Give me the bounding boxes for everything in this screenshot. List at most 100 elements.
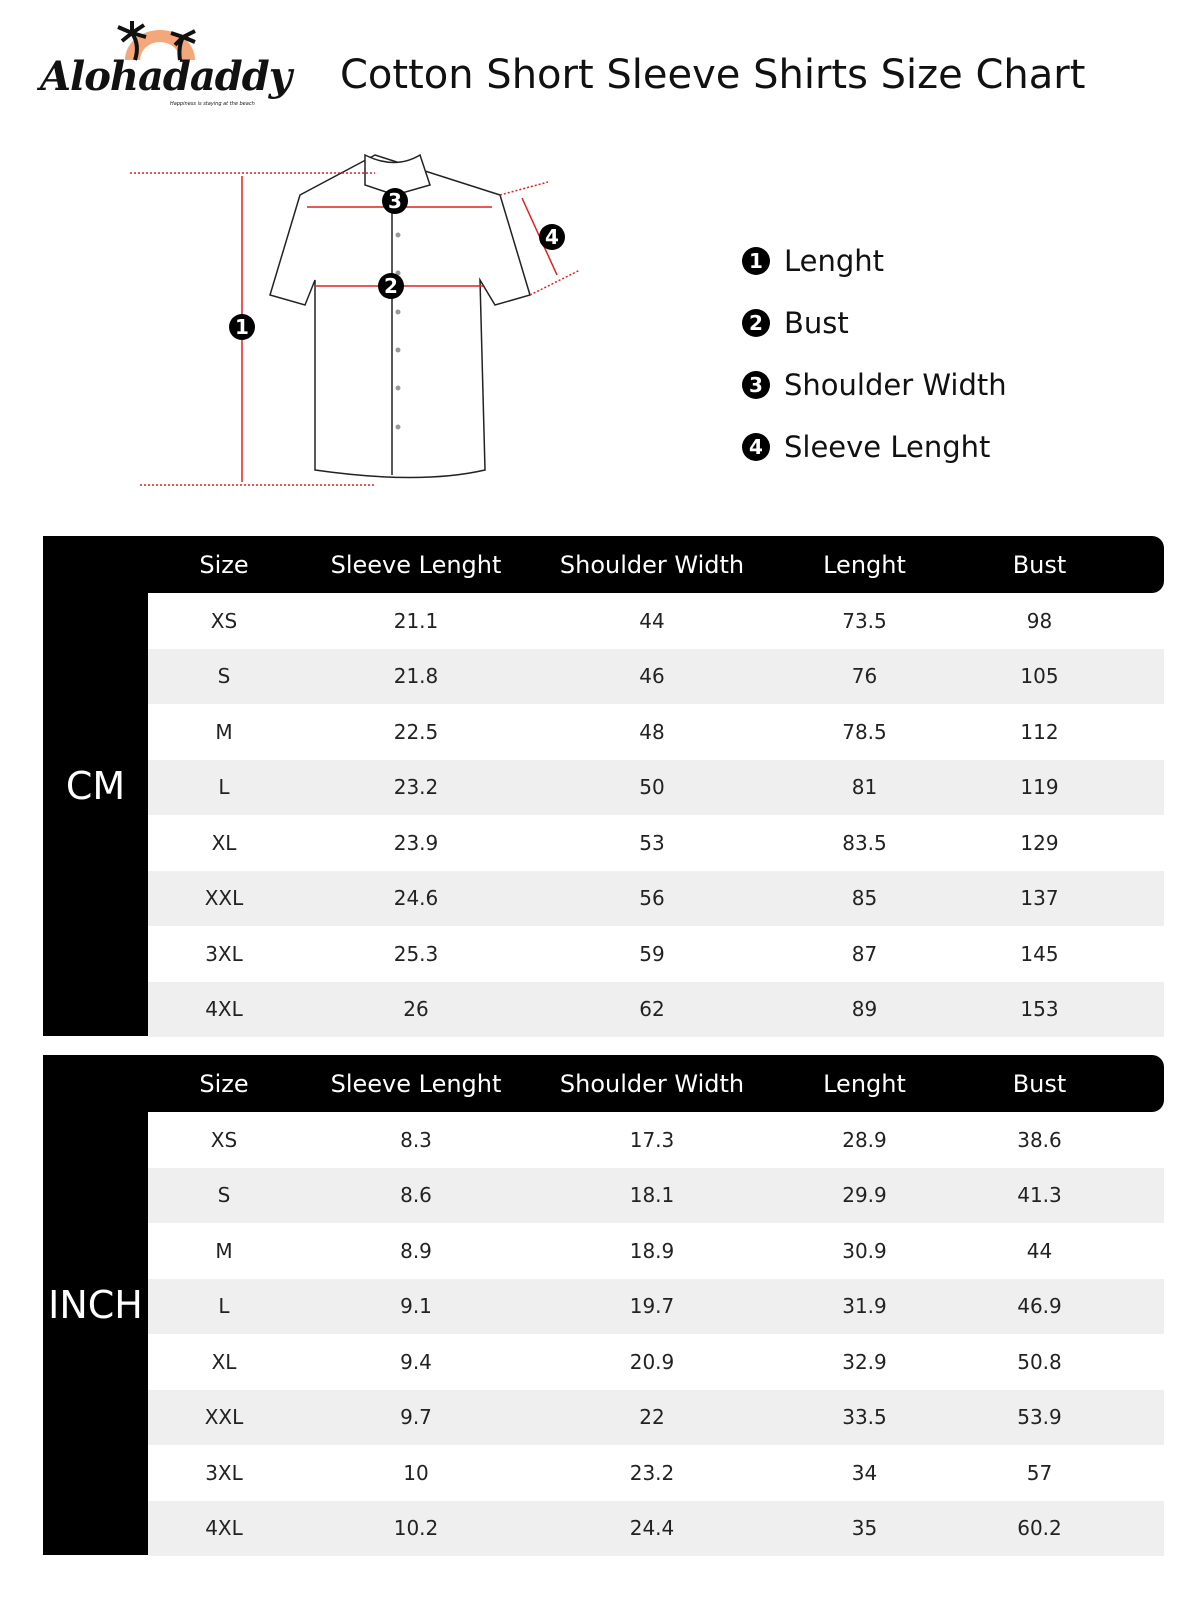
- table-row: XXL 24.6 56 85 137: [148, 870, 1164, 926]
- table-cell: 35: [851, 1516, 878, 1541]
- table-cell: 85: [851, 886, 878, 911]
- table-cell: 9.4: [400, 1349, 432, 1374]
- table-cell: 24.4: [629, 1516, 675, 1541]
- table-row: 4XL 10.2 24.4 35 60.2: [148, 1500, 1164, 1556]
- table-cell: 18.1: [629, 1183, 675, 1208]
- table-cell: 119: [1020, 775, 1059, 800]
- table-cell: 20.9: [629, 1349, 675, 1374]
- table-cell: XS: [210, 608, 238, 633]
- table-row: 4XL 26 62 89 153: [148, 981, 1164, 1037]
- table-header: Size Sleeve Lenght Shoulder Width Lenght Bus…: [43, 1055, 1164, 1112]
- shirt-diagram: 1 2 3 4: [130, 153, 581, 486]
- palm-sunset-icon: [117, 21, 196, 61]
- table-cell: 53.9: [1017, 1405, 1062, 1430]
- table-cell: 50.8: [1017, 1349, 1062, 1374]
- table-cell: XL: [211, 1349, 237, 1374]
- table-cell: 105: [1020, 664, 1059, 689]
- table-cell: 87: [851, 941, 878, 966]
- column-header: Sleeve Lenght: [330, 1069, 502, 1098]
- table-cell: 153: [1020, 997, 1059, 1022]
- table-cell: 129: [1020, 830, 1059, 855]
- unit-label: INCH: [43, 1055, 148, 1555]
- table-cell: 23.2: [393, 775, 439, 800]
- unit-label: CM: [43, 536, 148, 1036]
- brand-logo: Alohadaddy Happiness is staying at the b…: [40, 15, 292, 115]
- table-cell: 112: [1020, 719, 1059, 744]
- table-cell: 62: [639, 997, 665, 1022]
- table-cell: S: [217, 1183, 231, 1208]
- table-cell: 50: [639, 775, 665, 800]
- table-row: XL 9.4 20.9 32.9 50.8: [148, 1334, 1164, 1390]
- table-cell: 8.3: [400, 1127, 432, 1152]
- table-cell: 38.6: [1017, 1127, 1062, 1152]
- table-cell: XL: [211, 830, 237, 855]
- table-cell: 24.6: [393, 886, 439, 911]
- table-row: XXL 9.7 22 33.5 53.9: [148, 1389, 1164, 1445]
- table-cell: 9.7: [400, 1405, 432, 1430]
- table-cell: 57: [1026, 1460, 1053, 1485]
- table-cell: 9.1: [400, 1294, 432, 1319]
- table-cell: XXL: [204, 886, 244, 911]
- table-cell: 4XL: [205, 997, 243, 1022]
- table-row: S 8.6 18.1 29.9 41.3: [148, 1167, 1164, 1223]
- column-header: Shoulder Width: [559, 550, 745, 579]
- page-title: Cotton Short Sleeve Shirts Size Chart: [340, 52, 1086, 98]
- table-cell: 8.9: [400, 1238, 432, 1263]
- table-cell: 18.9: [629, 1238, 675, 1263]
- table-cell: L: [218, 775, 230, 800]
- table-cell: 83.5: [842, 830, 887, 855]
- table-cell: 98: [1026, 608, 1053, 633]
- table-row: 3XL 25.3 59 87 145: [148, 926, 1164, 982]
- table-row: XS 8.3 17.3 28.9 38.6: [148, 1112, 1164, 1168]
- table-cell: 26: [403, 997, 429, 1022]
- table-cell: S: [217, 664, 231, 689]
- table-cell: L: [218, 1294, 230, 1319]
- marker-2: 2: [384, 274, 398, 298]
- marker-4: 4: [545, 225, 559, 249]
- measurement-legend: 1 Lenght 2 Bust 3 Shoulder Width 4 Sleeve Le…: [742, 230, 1007, 478]
- table-cell: 81: [851, 775, 878, 800]
- legend-item: 4 Sleeve Lenght: [742, 416, 1007, 478]
- table-cell: 56: [639, 886, 665, 911]
- column-header: Bust: [1012, 550, 1067, 579]
- table-cell: 3XL: [205, 1460, 243, 1485]
- table-cell: 22.5: [393, 719, 439, 744]
- table-cell: 4XL: [205, 1516, 243, 1541]
- table-cell: 8.6: [400, 1183, 432, 1208]
- table-cell: 29.9: [842, 1183, 887, 1208]
- table-cell: 30.9: [842, 1238, 887, 1263]
- legend-item: 1 Lenght: [742, 230, 1007, 292]
- legend-item: 2 Bust: [742, 292, 1007, 354]
- table-row: 3XL 10 23.2 34 57: [148, 1445, 1164, 1501]
- column-header: Bust: [1012, 1069, 1067, 1098]
- table-cell: M: [215, 1238, 233, 1263]
- table-cell: 21.8: [393, 664, 439, 689]
- table-cell: XXL: [204, 1405, 244, 1430]
- table-cell: 28.9: [842, 1127, 887, 1152]
- table-cell: 145: [1020, 941, 1059, 966]
- table-row: L 9.1 19.7 31.9 46.9: [148, 1278, 1164, 1334]
- column-header: Lenght: [823, 550, 906, 579]
- table-cell: 10: [403, 1460, 429, 1485]
- table-cell: 19.7: [629, 1294, 675, 1319]
- column-header: Shoulder Width: [559, 1069, 745, 1098]
- table-cell: 41.3: [1017, 1183, 1062, 1208]
- table-cell: 60.2: [1017, 1516, 1062, 1541]
- table-cell: 33.5: [842, 1405, 887, 1430]
- table-cell: 23.9: [393, 830, 439, 855]
- table-cell: 32.9: [842, 1349, 887, 1374]
- table-row: M 8.9 18.9 30.9 44: [148, 1223, 1164, 1279]
- table-cell: 21.1: [393, 608, 439, 633]
- table-cell: 23.2: [629, 1460, 675, 1485]
- table-row: L 23.2 50 81 119: [148, 759, 1164, 815]
- size-table-inch: INCH Size Sleeve Lenght Shoulder Width Lengh…: [43, 1055, 1164, 1556]
- table-cell: M: [215, 719, 233, 744]
- column-header: Size: [199, 550, 249, 579]
- table-cell: 25.3: [393, 941, 439, 966]
- table-cell: 31.9: [842, 1294, 887, 1319]
- table-row: S 21.8 46 76 105: [148, 648, 1164, 704]
- table-cell: 44: [639, 608, 665, 633]
- table-header: Size Sleeve Lenght Shoulder Width Lenght Bus…: [43, 536, 1164, 593]
- table-cell: 53: [639, 830, 665, 855]
- table-cell: 48: [639, 719, 665, 744]
